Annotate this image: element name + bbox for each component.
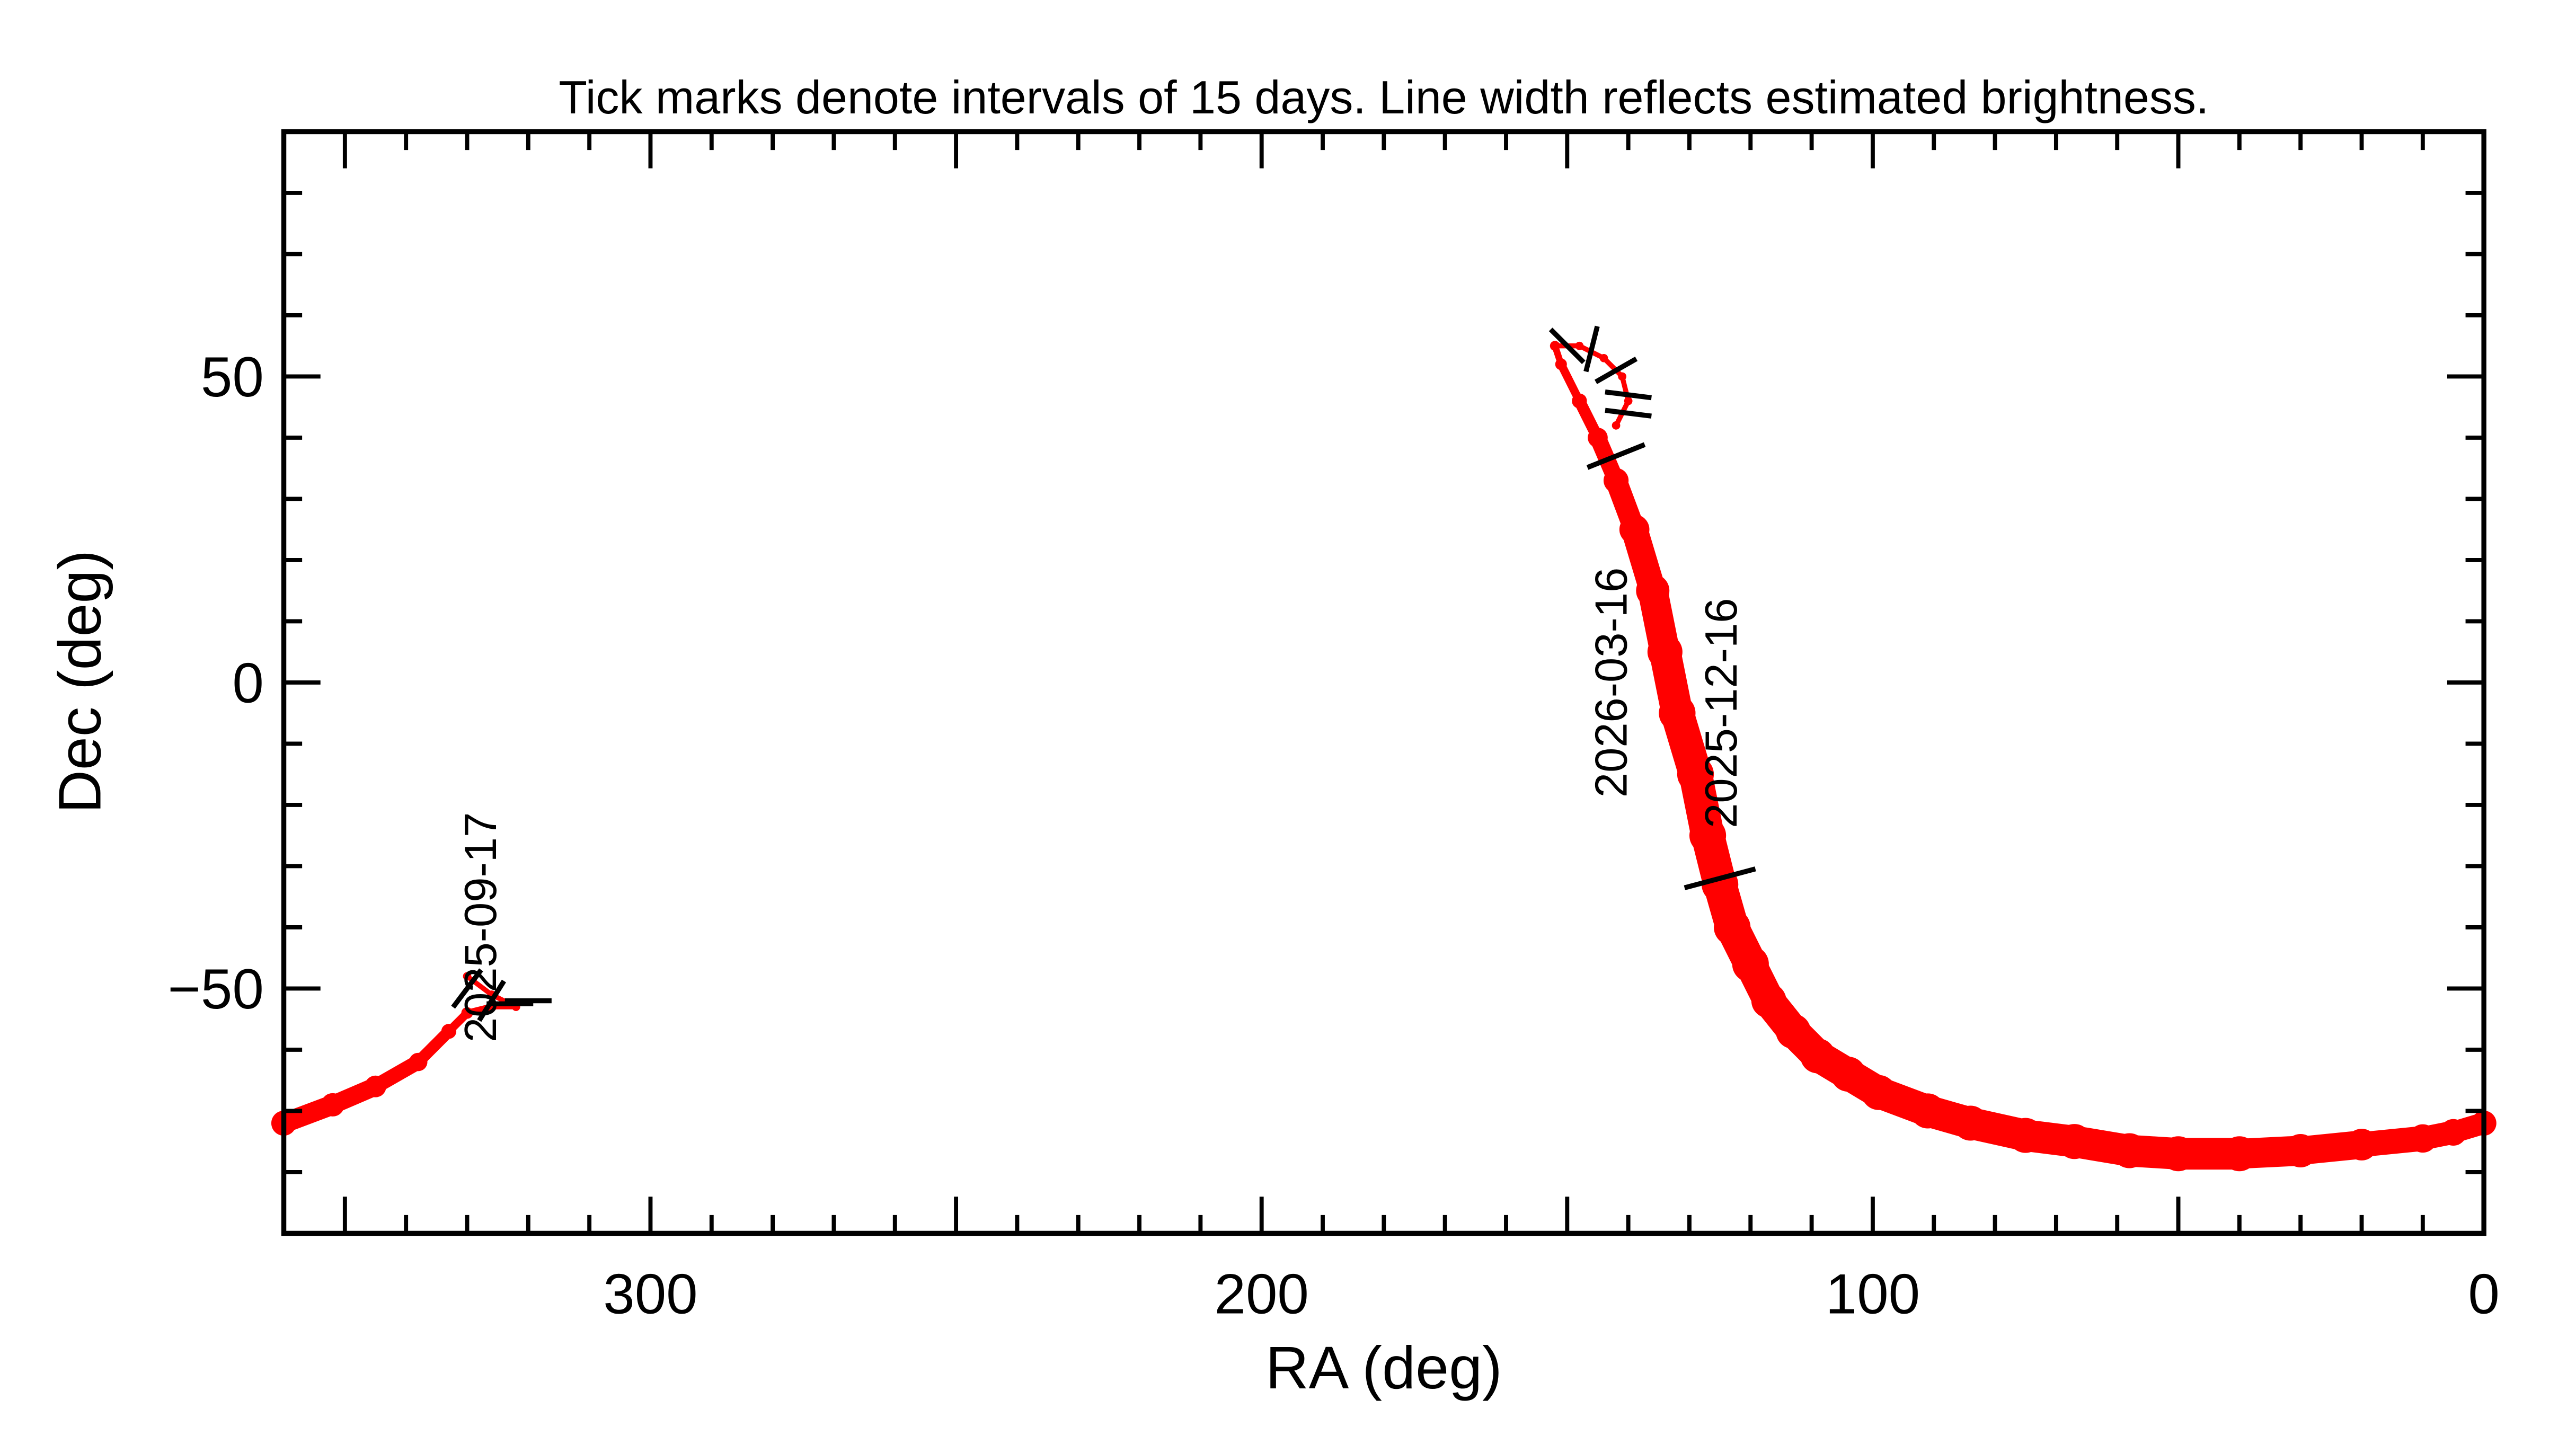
axis-ticks — [281, 129, 2486, 1236]
trajectory — [271, 341, 2497, 1172]
x-axis-label: RA (deg) — [1265, 1334, 1502, 1401]
y-tick-label: 50 — [201, 345, 264, 409]
tick-mark — [1594, 356, 1638, 384]
chart-title: Tick marks denote intervals of 15 days. … — [559, 71, 2209, 123]
plot-frame — [281, 129, 2486, 1236]
y-axis-label: Dec (deg) — [47, 550, 113, 813]
y-tick-label: −50 — [167, 957, 263, 1021]
tick-mark — [1548, 327, 1586, 365]
date-label: 2025-12-16 — [1696, 598, 1746, 828]
date-labels: 2025-09-17 2026-03-16 2025-12-16 — [455, 568, 1746, 1042]
y-tick-label: 0 — [232, 651, 263, 715]
tick-mark — [1605, 408, 1652, 419]
tick-mark — [1605, 389, 1652, 401]
x-tick-labels: 300 200 100 0 — [603, 1262, 2500, 1325]
date-label: 2026-03-16 — [1586, 568, 1636, 798]
x-tick-label: 200 — [1214, 1262, 1308, 1325]
x-tick-label: 300 — [603, 1262, 697, 1325]
trajectory-segment — [1556, 360, 1584, 405]
tick-marks — [451, 325, 1756, 1022]
x-tick-label: 0 — [2468, 1262, 2499, 1325]
tick-mark — [477, 979, 506, 1022]
y-tick-labels: 50 0 −50 — [167, 345, 263, 1021]
trajectory-point — [1612, 421, 1621, 430]
trajectory-segment — [1601, 356, 1625, 379]
x-tick-label: 100 — [1826, 1262, 1920, 1325]
tick-mark — [1586, 442, 1646, 470]
tick-mark — [451, 968, 483, 1009]
date-label: 2025-09-17 — [455, 812, 506, 1042]
tick-mark — [1684, 866, 1756, 890]
tick-mark — [1583, 325, 1600, 373]
